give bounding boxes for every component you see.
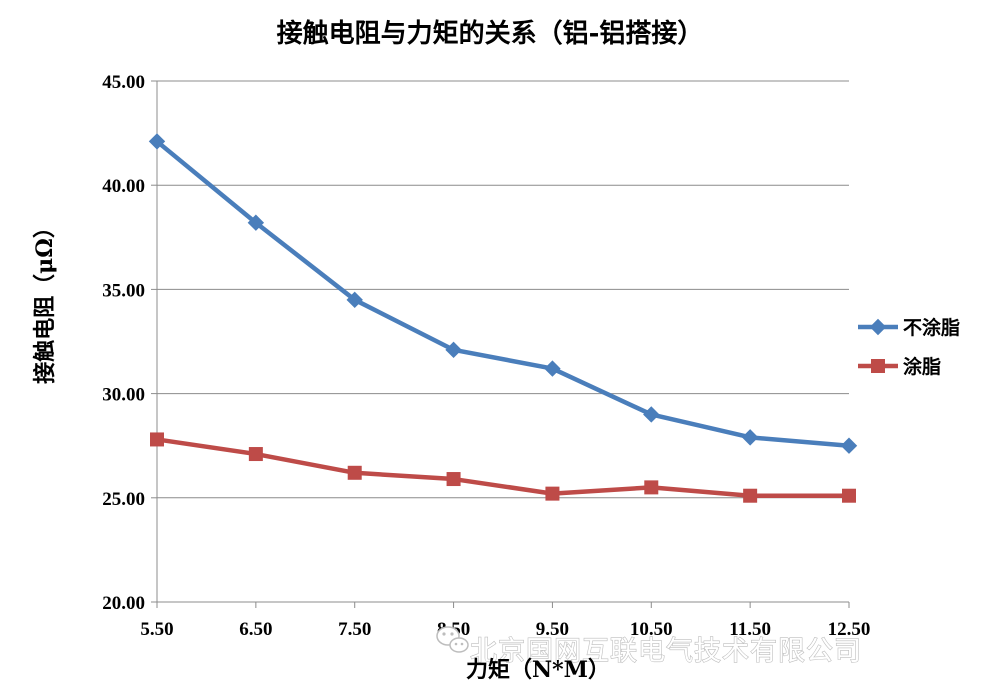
data-point — [150, 432, 164, 447]
data-point — [840, 437, 858, 454]
data-point — [248, 447, 263, 462]
x-tick-label: 12.50 — [828, 619, 871, 640]
y-tick-label: 35.00 — [102, 280, 145, 301]
x-axis-label: 力矩（N*M） — [466, 657, 610, 683]
legend-item-1: 不涂脂 — [858, 316, 960, 339]
data-point — [545, 486, 560, 501]
data-point — [148, 133, 166, 150]
legend-label: 不涂脂 — [903, 316, 960, 339]
series-1 — [148, 133, 858, 454]
watermark-text: 北京国网互联电气技术有限公司 — [470, 636, 862, 667]
data-point — [644, 480, 659, 495]
y-tick-label: 45.00 — [102, 72, 145, 93]
data-point — [247, 214, 265, 231]
data-point — [347, 465, 362, 480]
x-tick-label: 7.50 — [338, 619, 371, 640]
series-2 — [150, 432, 856, 503]
x-tick-label: 5.50 — [140, 619, 173, 640]
data-point — [643, 406, 660, 423]
data-point — [743, 488, 758, 503]
data-point — [445, 341, 462, 359]
data-point — [842, 488, 856, 503]
y-tick-label: 30.00 — [102, 385, 145, 406]
watermark: 北京国网互联电气技术有限公司 — [436, 626, 862, 668]
x-tick-label: 11.50 — [729, 619, 771, 640]
wechat-icon — [436, 626, 469, 653]
data-point — [346, 291, 363, 309]
axes — [151, 80, 850, 608]
data-point — [544, 360, 561, 377]
series-layer — [148, 133, 858, 503]
y-tick-labels: 20.00 25.00 30.00 35.00 40.00 45.00 — [102, 72, 145, 614]
data-point — [446, 472, 461, 487]
chart-title: 接触电阻与力矩的关系（铝-铝搭接） — [277, 18, 704, 49]
y-tick-label: 40.00 — [102, 176, 145, 197]
legend-label: 涂脂 — [903, 355, 941, 378]
legend-marker — [869, 318, 887, 336]
legend-marker — [871, 359, 885, 373]
series-line — [156, 437, 849, 498]
x-tick-label: 9.50 — [536, 619, 569, 640]
legend-item-2: 涂脂 — [858, 355, 941, 378]
data-point — [741, 429, 759, 446]
gridlines — [157, 80, 849, 499]
y-tick-label: 20.00 — [102, 593, 145, 614]
series-line — [155, 139, 850, 448]
x-tick-label: 6.50 — [239, 619, 272, 640]
y-axis-label: 接触电阻（μΩ） — [32, 216, 58, 384]
x-tick-label: 10.50 — [630, 619, 673, 640]
y-tick-label: 25.00 — [102, 489, 145, 510]
